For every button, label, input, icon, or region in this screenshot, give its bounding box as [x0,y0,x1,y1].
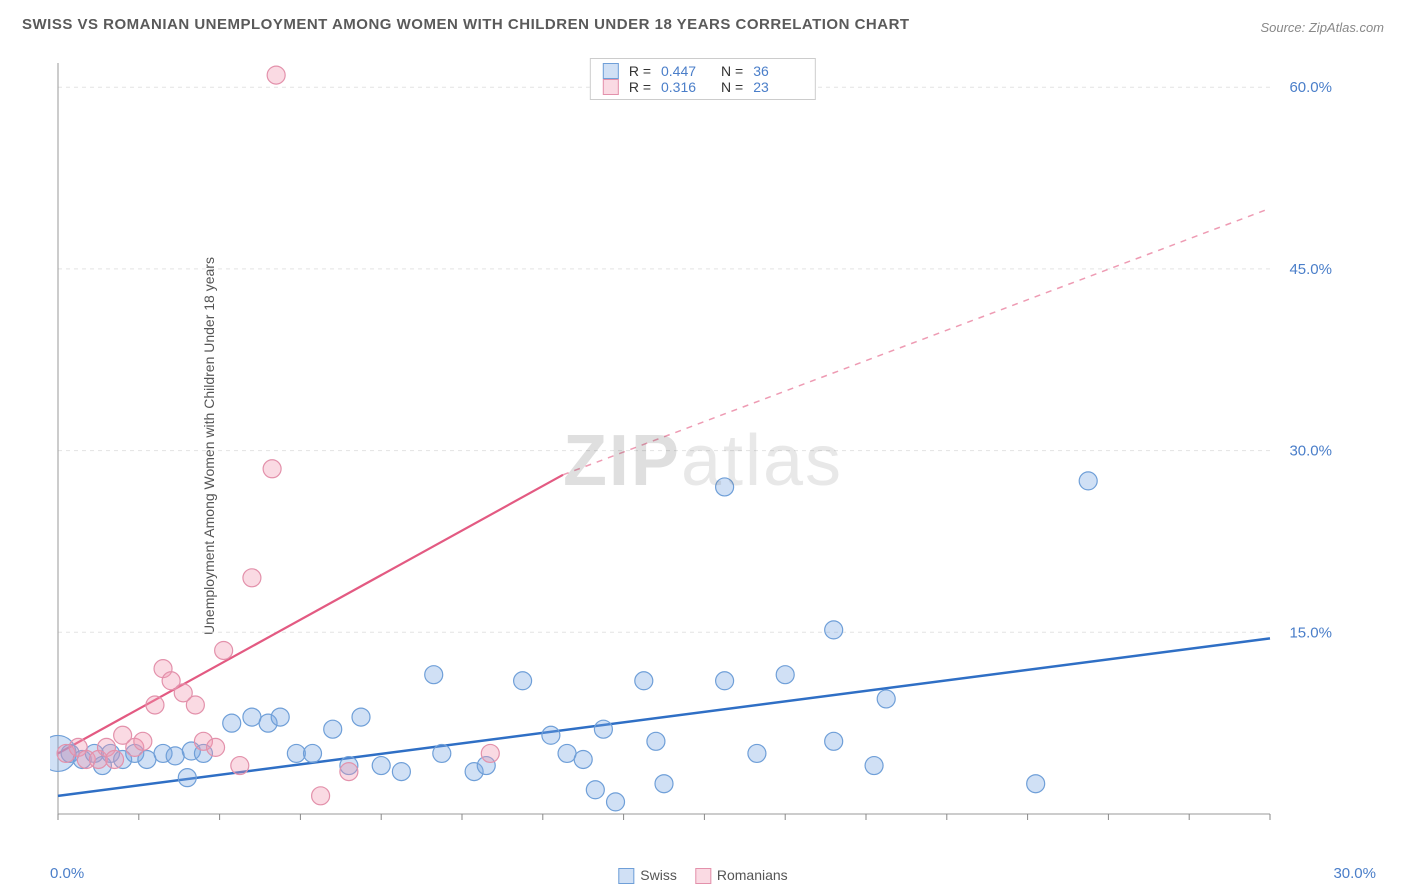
romanians-label: Romanians [717,867,788,883]
legend-row-swiss: R = 0.447 N = 36 [603,63,803,79]
romanians-swatch-icon [695,868,711,884]
svg-text:15.0%: 15.0% [1289,624,1332,641]
r-label: R = [629,79,651,95]
swiss-label: Swiss [640,867,677,883]
romanians-n-value: 23 [753,79,803,95]
series-legend: Swiss Romanians [618,867,787,884]
source-attribution: Source: ZipAtlas.com [1260,20,1384,35]
swiss-swatch-icon [603,63,619,79]
romanians-swatch-icon [603,79,619,95]
chart-plot-area: 15.0% 30.0% 45.0% 60.0% [50,58,1340,836]
svg-text:30.0%: 30.0% [1289,443,1332,460]
swiss-n-value: 36 [753,63,803,79]
legend-item-romanians: Romanians [695,867,788,884]
svg-text:45.0%: 45.0% [1289,261,1332,278]
r-label: R = [629,63,651,79]
legend-row-romanians: R = 0.316 N = 23 [603,79,803,95]
n-label: N = [721,63,743,79]
legend-item-swiss: Swiss [618,867,677,884]
swiss-swatch-icon [618,868,634,884]
chart-svg: 15.0% 30.0% 45.0% 60.0% [50,58,1340,836]
svg-text:60.0%: 60.0% [1289,79,1332,96]
romanians-r-value: 0.316 [661,79,711,95]
correlation-legend: R = 0.447 N = 36 R = 0.316 N = 23 [590,58,816,100]
n-label: N = [721,79,743,95]
x-axis-end-label: 30.0% [1333,865,1376,882]
x-axis-start-label: 0.0% [50,865,84,882]
chart-title: SWISS VS ROMANIAN UNEMPLOYMENT AMONG WOM… [22,16,910,33]
swiss-r-value: 0.447 [661,63,711,79]
